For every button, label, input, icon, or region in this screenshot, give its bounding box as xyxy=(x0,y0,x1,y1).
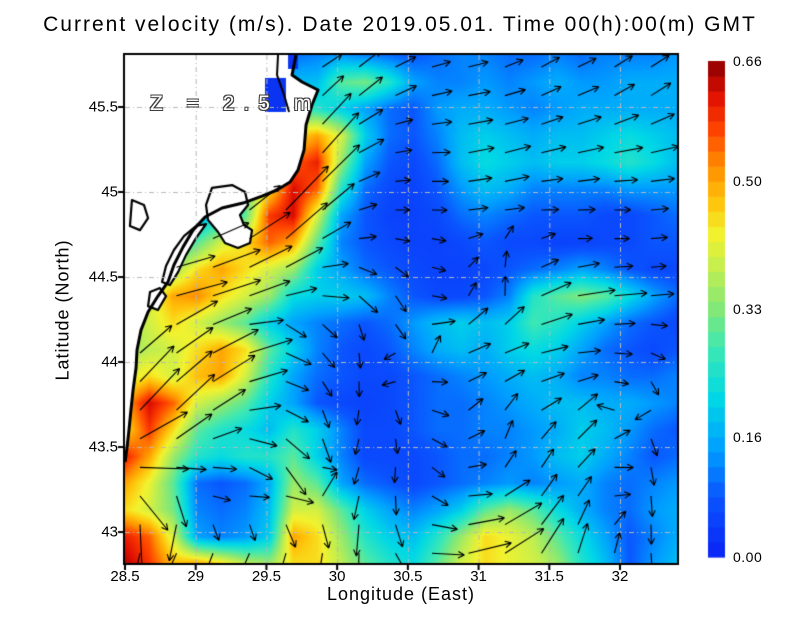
x-tick-label: 31.5 xyxy=(534,568,564,585)
x-tick-label: 29.5 xyxy=(251,568,282,585)
y-tick-label: 45.5 xyxy=(88,98,118,116)
depth-annotation: Z = 2.5 m xyxy=(150,92,321,115)
x-axis-title: Longitude (East) xyxy=(326,584,476,604)
x-tick-label: 30 xyxy=(328,568,346,585)
colorbar-tick-label: 0.16 xyxy=(733,428,763,445)
x-tick-label: 31 xyxy=(470,568,487,585)
x-tick-label: 29 xyxy=(187,568,205,585)
x-tick-label: 30.5 xyxy=(393,568,423,585)
x-tick-label: 32 xyxy=(611,568,629,585)
y-tick-label: 43.5 xyxy=(88,438,118,456)
colorbar-tick-label: 0.66 xyxy=(733,53,763,69)
y-tick-label: 45 xyxy=(101,183,118,201)
y-tick-label: 44.5 xyxy=(88,268,118,286)
y-tick-label: 44 xyxy=(101,353,118,371)
y-tick-label: 43 xyxy=(101,523,118,541)
chart-title: Current velocity (m/s). Date 2019.05.01.… xyxy=(43,13,757,36)
x-tick-label: 28.5 xyxy=(110,568,140,585)
colorbar-tick-label: 0.33 xyxy=(733,301,763,317)
colorbar-tick-label: 0.00 xyxy=(733,549,763,565)
colorbar-tick-label: 0.50 xyxy=(733,173,763,190)
